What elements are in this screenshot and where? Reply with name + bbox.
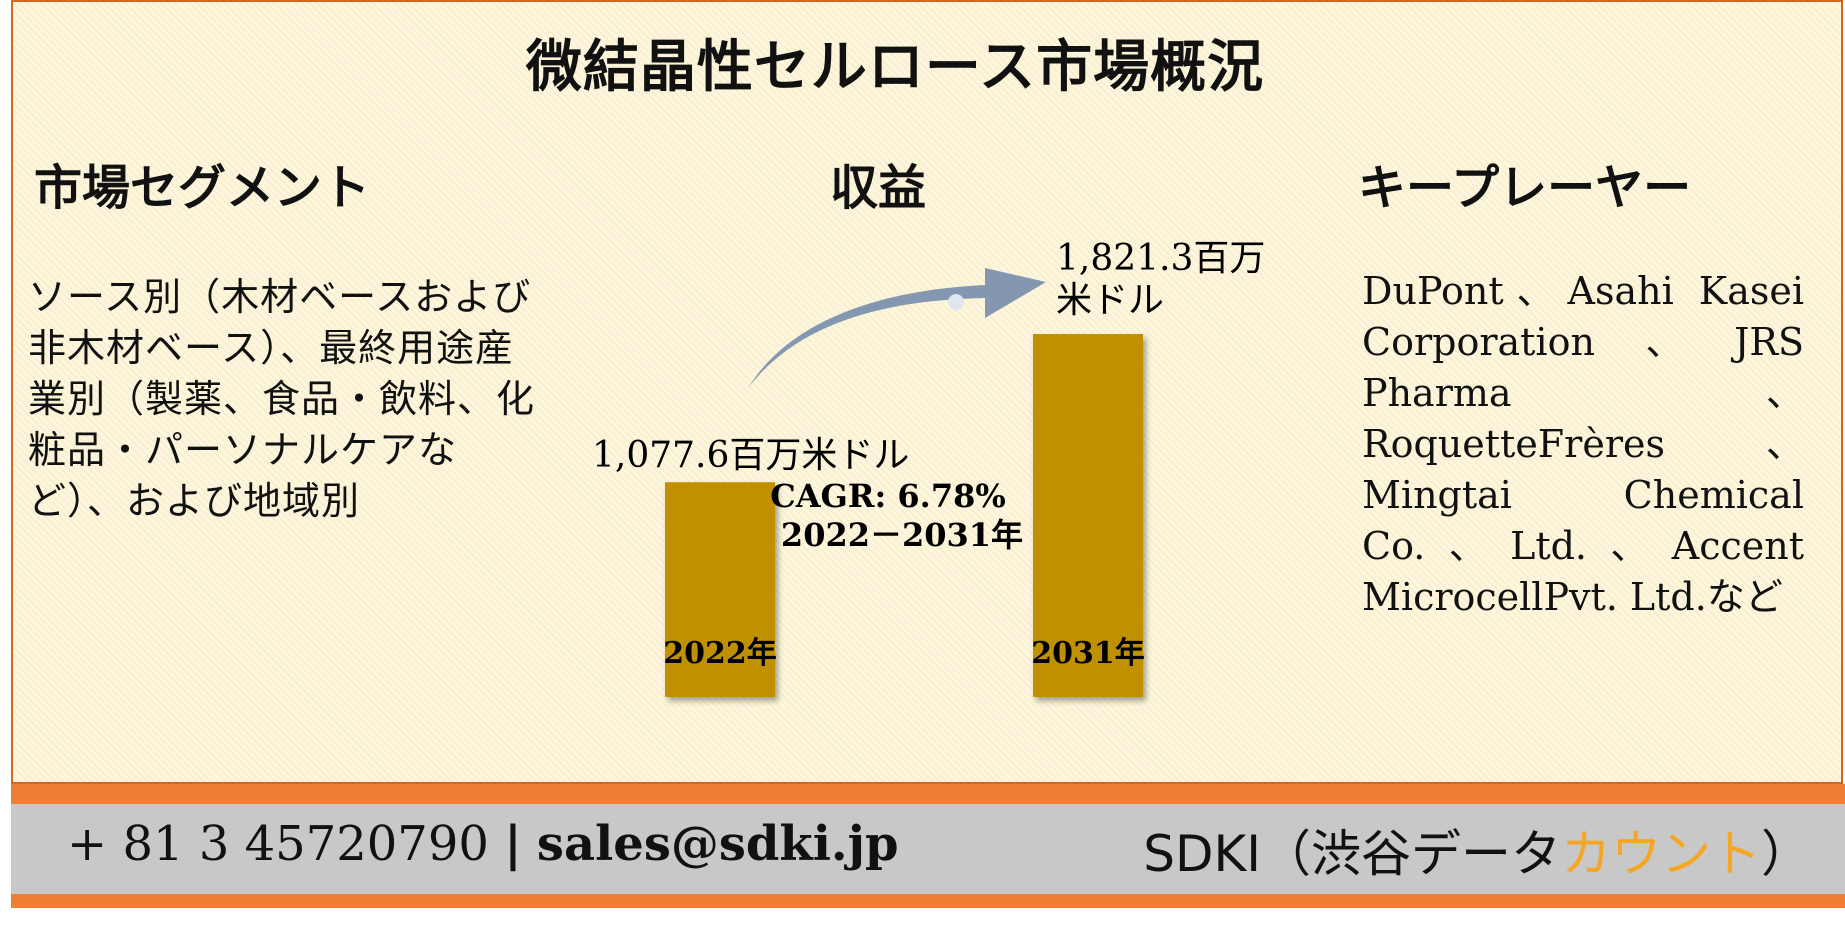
brand-prefix: SDKI（渋谷データ <box>1143 825 1561 883</box>
bar-label-2031: 2031年 <box>1031 636 1145 671</box>
value-label-2031-line: 米ドル <box>1056 280 1164 321</box>
segment-heading: 市場セグメント <box>34 160 371 216</box>
brand-name: SDKI（渋谷データカウント） <box>1143 814 1811 886</box>
overview-card <box>11 0 1843 784</box>
footer-bar: + 81 3 45720790 | sales@sdki.jp SDKI（渋谷デ… <box>11 804 1845 894</box>
revenue-heading: 収益 <box>830 160 927 216</box>
bar-2031 <box>1033 334 1143 697</box>
footer-top-strip <box>11 784 1845 804</box>
brand-suffix: ） <box>1761 825 1811 883</box>
key-players-heading: キープレーヤー <box>1358 160 1692 216</box>
footer-bottom-strip <box>11 894 1845 908</box>
brand-accent: カウント <box>1561 825 1761 883</box>
value-label-2031: 1,821.3百万米ドル <box>1056 238 1265 321</box>
phone-number[interactable]: + 81 3 45720790 <box>67 816 489 872</box>
cagr-label: CAGR: 6.78% <box>770 477 1006 515</box>
value-label-2022: 1,077.6百万米ドル <box>592 435 909 476</box>
cagr-period-label: 2022－2031年 <box>781 516 1023 554</box>
bar-label-2022: 2022年 <box>663 636 777 671</box>
email-link[interactable]: sales@sdki.jp <box>536 816 899 872</box>
contact-info: + 81 3 45720790 | sales@sdki.jp <box>67 816 899 872</box>
growth-arrow <box>748 268 1046 388</box>
bar-2022 <box>665 482 775 697</box>
value-label-2031-line: 1,821.3百万 <box>1056 238 1265 279</box>
contact-separator: | <box>504 816 522 872</box>
key-players-text: DuPont、Asahi Kasei Corporation、JRS Pharm… <box>1362 269 1804 619</box>
segment-text: ソース別（木材ベースおよび非木材ベース）、最終用途産業別（製薬、食品・飲料、化粧… <box>28 275 536 523</box>
page-title: 微結晶性セルロース市場概況 <box>525 34 1265 100</box>
revenue-chart: 2022年 2031年 1,077.6百万米ドル 1,821.3百万米ドル CA… <box>592 238 1265 697</box>
arrow-dot <box>948 294 964 310</box>
